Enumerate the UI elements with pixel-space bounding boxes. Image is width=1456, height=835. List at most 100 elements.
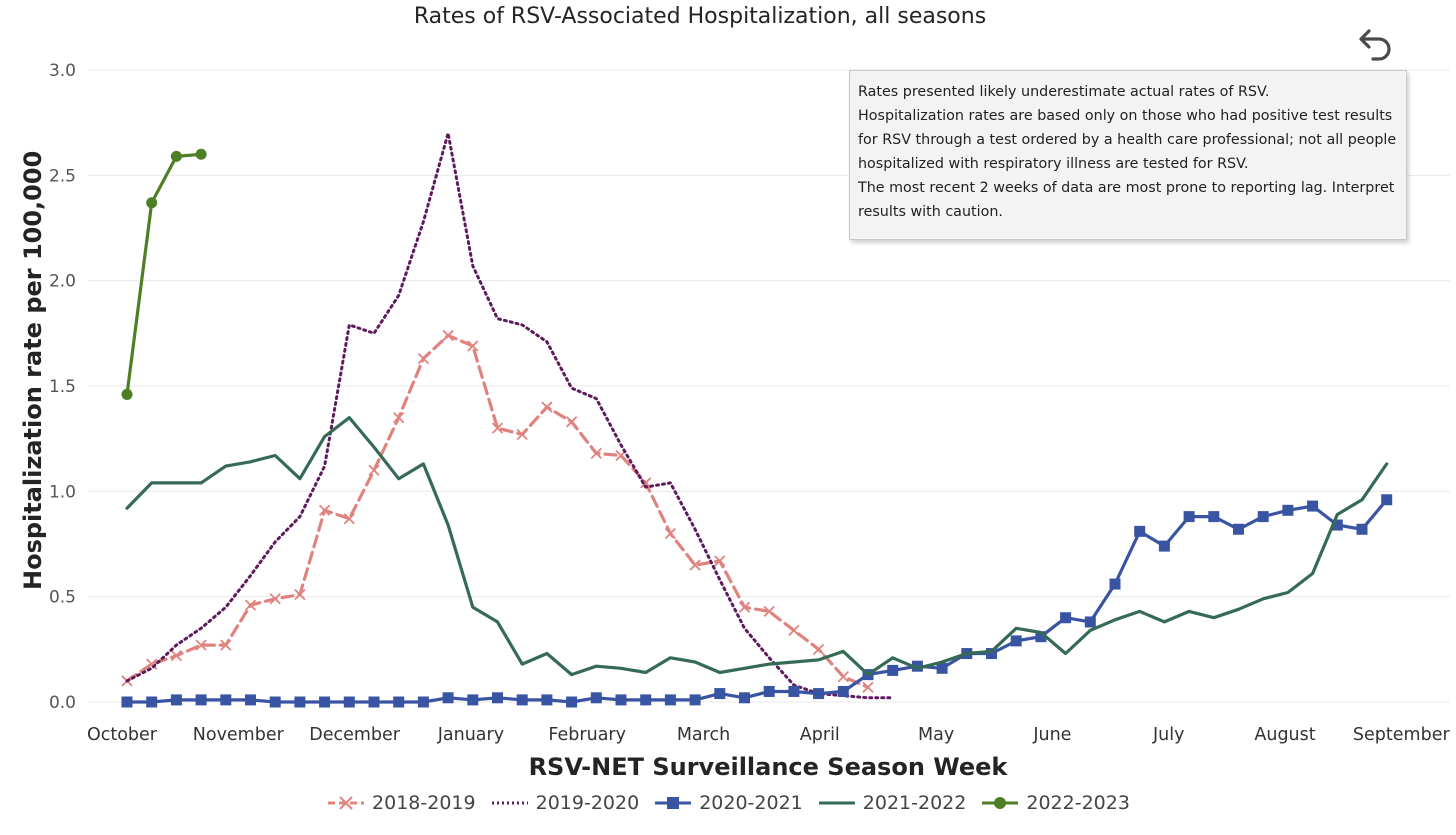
disclaimer-line: The most recent 2 weeks of data are most… [858, 180, 1395, 196]
data-point [318, 504, 331, 516]
data-point [417, 352, 430, 365]
data-point [442, 329, 454, 342]
data-point [911, 660, 923, 672]
data-point [442, 692, 454, 704]
data-point [664, 694, 676, 706]
data-point [393, 696, 405, 708]
chart-title: Rates of RSV-Associated Hospitalization,… [413, 4, 987, 29]
legend-label: 2020-2021 [699, 792, 803, 814]
data-point [714, 688, 726, 700]
disclaimer-line: Rates presented likely underestimate act… [858, 84, 1270, 100]
data-point [1307, 500, 1319, 512]
data-point [1158, 540, 1170, 552]
x-tick-label: November [193, 725, 285, 745]
data-point [319, 696, 331, 708]
x-tick-label: January [437, 725, 504, 745]
x-tick-label: August [1254, 725, 1315, 745]
data-point [195, 639, 207, 651]
data-point [269, 593, 281, 605]
y-tick-label: 0.5 [49, 588, 76, 608]
data-point [491, 422, 504, 434]
data-point [195, 148, 207, 160]
legend-swatch-dotted [491, 801, 528, 805]
data-point [516, 428, 528, 441]
legend-label: 2019-2020 [535, 792, 640, 814]
y-tick-label: 2.0 [49, 272, 76, 292]
data-point [393, 411, 405, 424]
legend-swatch-circle [982, 797, 1019, 809]
data-point [343, 696, 355, 708]
data-point [1233, 523, 1244, 535]
data-point [739, 692, 750, 704]
data-point [269, 696, 281, 708]
disclaimer-line: Hospitalization rates are based only on … [858, 108, 1393, 124]
data-point [294, 588, 306, 601]
data-point [590, 447, 602, 460]
data-point [1381, 494, 1393, 506]
data-point [368, 464, 380, 476]
data-point [1109, 578, 1121, 590]
data-point [615, 694, 627, 706]
data-point [1331, 519, 1343, 531]
series-line-2018-2019 [125, 333, 870, 689]
disclaimer-line: results with caution. [858, 204, 1003, 220]
data-point [763, 685, 775, 697]
data-point [541, 401, 553, 413]
x-tick-label: September [1353, 725, 1451, 745]
y-tick-label: 1.0 [49, 482, 76, 502]
data-point [146, 197, 158, 209]
data-point [121, 388, 133, 400]
y-tick-label: 2.5 [49, 166, 76, 186]
data-point [220, 639, 232, 651]
data-point [1010, 635, 1022, 647]
data-point [516, 694, 528, 706]
data-point [837, 671, 849, 683]
data-point [986, 648, 997, 660]
data-point [368, 696, 380, 708]
data-point [590, 692, 602, 704]
series-line-2019-2020 [125, 131, 895, 700]
x-tick-label: June [1032, 725, 1071, 745]
legend-item-2022-2023[interactable]: 2022-2023 [980, 792, 1130, 814]
data-point [146, 696, 158, 708]
x-tick-label: May [918, 725, 954, 745]
legend-item-2019-2020[interactable]: 2019-2020 [490, 792, 640, 814]
data-point [121, 696, 133, 708]
data-point [1282, 504, 1294, 516]
legend-swatch-solid [818, 801, 855, 805]
data-point [1356, 523, 1368, 535]
data-point [294, 696, 306, 708]
data-point [640, 694, 652, 706]
data-point [738, 601, 751, 613]
data-point [244, 599, 257, 611]
y-tick-label: 0.0 [49, 693, 76, 713]
legend-item-2020-2021[interactable]: 2020-2021 [653, 792, 803, 814]
legend-label: 2022-2023 [1026, 792, 1130, 814]
data-point [664, 527, 677, 540]
data-point [812, 643, 825, 655]
legend-swatch-square [655, 797, 692, 809]
chart-legend: 2018-2019 2019-2020 2020-2021 2021-2022 … [0, 792, 1456, 814]
legend-label: 2018-2019 [372, 792, 476, 814]
y-tick-label: 1.5 [49, 377, 76, 397]
disclaimer-line: hospitalized with respiratory illness ar… [858, 156, 1249, 172]
data-point [170, 650, 183, 662]
data-point [1183, 511, 1195, 523]
data-point [1035, 631, 1047, 643]
data-point [170, 150, 182, 162]
data-point [467, 694, 479, 706]
x-axis-label: RSV-NET Surveillance Season Week [528, 753, 1008, 781]
data-point [837, 685, 849, 697]
series-line-2022-2023 [125, 152, 203, 396]
back-button[interactable] [1352, 22, 1396, 66]
data-point [887, 664, 899, 676]
disclaimer-tooltip: Rates presented likely underestimate act… [849, 70, 1407, 240]
data-point [195, 694, 207, 706]
series-line-2021-2022 [125, 416, 1389, 677]
data-point [1060, 612, 1072, 624]
data-point [813, 688, 825, 700]
data-point [566, 696, 578, 708]
legend-item-2018-2019[interactable]: 2018-2019 [326, 792, 476, 814]
data-point [936, 662, 948, 674]
legend-item-2021-2022[interactable]: 2021-2022 [817, 792, 966, 814]
